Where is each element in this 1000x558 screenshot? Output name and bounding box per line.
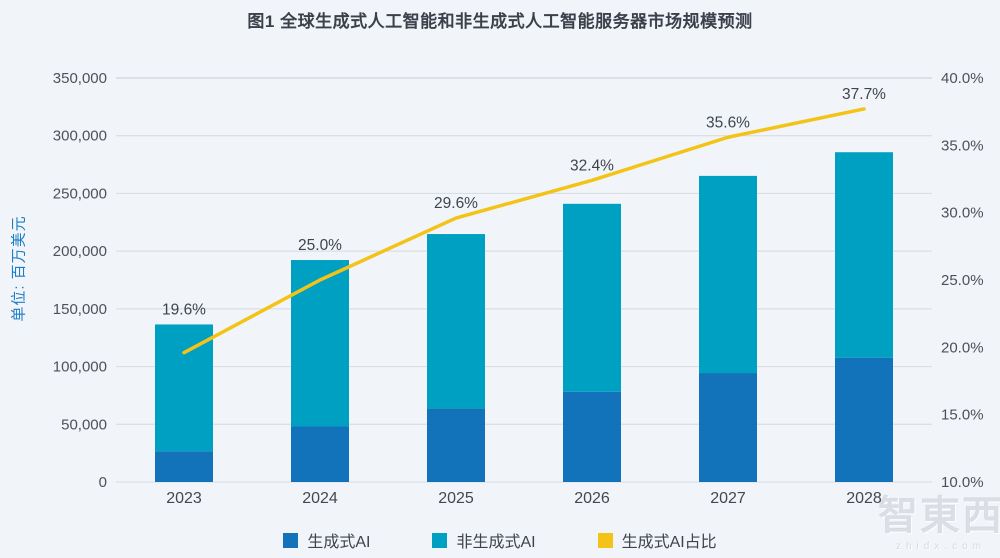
share-point-label: 35.6% <box>706 114 750 131</box>
bar-segment-generative-2026 <box>563 391 621 482</box>
bar-segment-generative-2027 <box>699 373 757 482</box>
legend-item-generative-ai: 生成式AI <box>283 528 370 552</box>
bar-segment-non-generative-2026 <box>563 203 621 392</box>
x-axis-category-label: 2027 <box>710 490 746 507</box>
legend-item-non-generative-ai: 非生成式AI <box>432 528 536 552</box>
x-axis-category-label: 2028 <box>846 490 882 507</box>
right-axis-tick-label: 10.0% <box>941 474 984 491</box>
legend-swatch-generative-ai-share <box>597 532 613 548</box>
x-axis-category-label: 2024 <box>302 490 338 507</box>
bar-segment-generative-2023 <box>155 451 213 482</box>
left-axis-tick-label: 300,000 <box>53 128 107 145</box>
right-axis-tick-label: 30.0% <box>941 205 984 222</box>
legend-label-non-generative-ai: 非生成式AI <box>456 534 536 551</box>
share-point-label: 19.6% <box>162 301 206 318</box>
left-axis-tick-label: 250,000 <box>53 185 107 202</box>
legend-swatch-non-generative-ai <box>432 532 448 548</box>
bar-segment-generative-2028 <box>835 357 893 482</box>
share-point-label: 32.4% <box>570 157 614 174</box>
legend-label-generative-ai-share: 生成式AI占比 <box>621 534 717 551</box>
left-axis-tick-label: 200,000 <box>53 243 107 260</box>
chart-legend: 生成式AI 非生成式AI 生成式AI占比 <box>0 528 1000 552</box>
bar-segment-generative-2024 <box>291 426 349 482</box>
right-axis-tick-label: 15.0% <box>941 407 984 424</box>
right-axis-tick-label: 25.0% <box>941 272 984 289</box>
bar-segment-non-generative-2028 <box>835 152 893 358</box>
legend-label-generative-ai: 生成式AI <box>307 534 371 551</box>
bar-segment-generative-2025 <box>427 408 485 482</box>
left-axis-tick-label: 0 <box>99 474 107 491</box>
right-axis-tick-label: 40.0% <box>941 70 984 87</box>
x-axis-category-label: 2026 <box>574 490 610 507</box>
share-point-label: 37.7% <box>842 86 886 103</box>
share-line <box>182 107 866 355</box>
bar-segment-non-generative-2027 <box>699 175 757 374</box>
left-axis-tick-label: 150,000 <box>53 301 107 318</box>
left-axis-tick-label: 350,000 <box>53 70 107 87</box>
left-axis-tick-label: 100,000 <box>53 359 107 376</box>
x-axis-category-label: 2023 <box>166 490 202 507</box>
left-axis-tick-label: 50,000 <box>61 416 107 433</box>
x-axis-category-label: 2025 <box>438 490 474 507</box>
share-point-label: 25.0% <box>298 237 342 254</box>
share-point-label: 29.6% <box>434 195 478 212</box>
right-axis-tick-label: 20.0% <box>941 339 984 356</box>
chart-title: 图1 全球生成式人工智能和非生成式人工智能服务器市场规模预测 <box>247 12 753 31</box>
legend-item-generative-ai-share: 生成式AI占比 <box>597 528 717 552</box>
bar-segment-non-generative-2025 <box>427 234 485 409</box>
bar-segment-non-generative-2024 <box>291 260 349 427</box>
legend-swatch-generative-ai <box>283 532 299 548</box>
right-axis-tick-label: 35.0% <box>941 137 984 154</box>
bar-segment-non-generative-2023 <box>155 324 213 452</box>
